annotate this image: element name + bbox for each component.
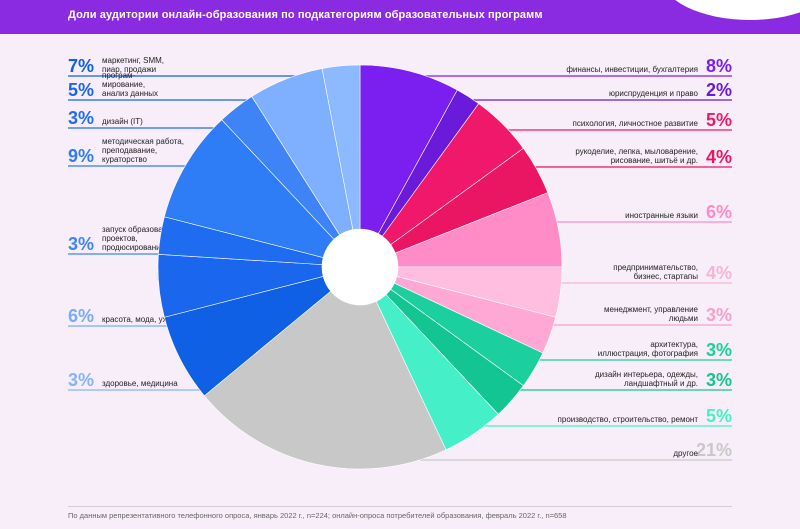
slice-category-label: маркетинг, SMM, xyxy=(102,56,164,65)
slice-category-label: юриспруденция и право xyxy=(609,89,699,98)
slice-percent-label: 9% xyxy=(68,146,94,166)
slice-category-label: продюсирование xyxy=(102,243,166,252)
slice-category-label: психология, личностное развитие xyxy=(572,119,698,128)
donut-hole xyxy=(322,229,398,305)
slice-percent-label: 4% xyxy=(706,147,732,167)
donut-chart: 8% финансы, инвестиции, бухгалтерия 2% юрис… xyxy=(68,56,732,470)
legend-item-11: 7% маркетинг, SMM,пиар, продажи xyxy=(68,56,300,77)
source-note: По данным репрезентативного телефонного … xyxy=(68,511,567,520)
slice-category-label: рукоделие, лепка, мыловарение, xyxy=(575,147,698,156)
slice-category-label: програм- xyxy=(102,71,136,80)
slice-percent-label: 5% xyxy=(706,406,732,426)
slice-percent-label: 3% xyxy=(706,305,732,325)
slice-percent-label: 6% xyxy=(706,202,732,222)
slice-category-label: мирование, xyxy=(102,80,145,89)
slice-category-label: людьми xyxy=(669,314,698,323)
slice-category-label: предпринимательство, xyxy=(613,263,698,272)
slice-percent-label: 4% xyxy=(706,263,732,283)
slice-percent-label: 3% xyxy=(68,234,94,254)
slice-percent-label: 6% xyxy=(68,306,94,326)
slice-category-label: здоровье, медицина xyxy=(102,379,178,388)
slice-category-label: кураторство xyxy=(102,155,148,164)
slice-category-label: менеджмент, управление xyxy=(604,305,699,314)
slice-category-label: рисование, шитьё и др. xyxy=(611,156,698,165)
slice-percent-label: 2% xyxy=(706,80,732,100)
slice-category-label: иностранные языки xyxy=(625,211,698,220)
slice-percent-label: 3% xyxy=(706,340,732,360)
legend-item-0: 8% финансы, инвестиции, бухгалтерия xyxy=(420,56,732,77)
slice-category-label: анализ данных xyxy=(102,89,158,98)
slice-category-label: финансы, инвестиции, бухгалтерия xyxy=(566,65,698,74)
slice-percent-label: 7% xyxy=(68,56,94,76)
slice-percent-label: 8% xyxy=(706,56,732,76)
slice-percent-label: 3% xyxy=(706,370,732,390)
slice-percent-label: 5% xyxy=(706,110,732,130)
header-decoration xyxy=(660,0,800,20)
slices-group xyxy=(157,64,563,470)
header-bar: Доли аудитории онлайн-образования по под… xyxy=(0,0,800,34)
slice-percent-label: 3% xyxy=(68,108,94,128)
legend-item-10: 21%другое xyxy=(420,440,732,461)
slice-percent-label: 3% xyxy=(68,370,94,390)
slice-category-label: пиар, продажи xyxy=(102,65,156,74)
slice-category-label: производство, строительство, ремонт xyxy=(558,415,699,424)
slice-category-label: другое xyxy=(673,449,698,458)
slice-category-label: бизнес, стартапы xyxy=(634,272,699,281)
slice-category-label: архитектура, xyxy=(650,340,698,349)
slice-category-label: методическая работа, xyxy=(102,137,184,146)
slice-category-label: дизайн (IT) xyxy=(102,117,143,126)
chart-title: Доли аудитории онлайн-образования по под… xyxy=(68,9,543,21)
slice-category-label: дизайн интерьера, одежды, xyxy=(595,370,698,379)
slice-category-label: иллюстрация, фотография xyxy=(598,349,698,358)
slice-category-label: запуск образовательных xyxy=(102,225,193,234)
slice-category-label: ландшафтный и др. xyxy=(624,379,698,388)
slice-percent-label: 21% xyxy=(696,440,732,460)
footer-divider xyxy=(68,506,732,507)
slice-category-label: проектов, xyxy=(102,234,138,243)
slice-percent-label: 5% xyxy=(68,80,94,100)
legend-item-14: 9% методическая работа,преподавание,курат… xyxy=(68,137,300,167)
slice-category-label: преподавание, xyxy=(102,146,157,155)
